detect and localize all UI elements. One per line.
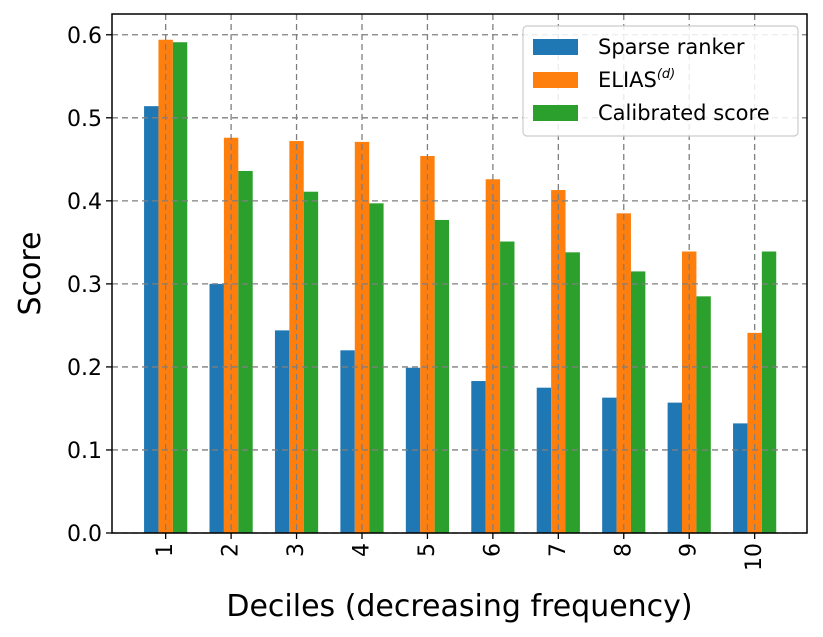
bar-sparse-ranker-7 bbox=[536, 387, 552, 533]
x-axis-label: Deciles (decreasing frequency) bbox=[226, 589, 692, 624]
y-axis: 0.0 0.1 0.2 0.3 0.4 0.5 0.6 bbox=[67, 24, 112, 547]
bar-sparse-ranker-8 bbox=[602, 397, 617, 533]
bar-elias-8 bbox=[616, 213, 631, 533]
bar-elias-10 bbox=[747, 332, 762, 533]
x-tick-label: 8 bbox=[611, 543, 636, 557]
bar-sparse-ranker-4 bbox=[340, 350, 355, 533]
legend-box bbox=[522, 25, 799, 137]
legend-label-sparse-ranker: Sparse ranker bbox=[598, 35, 745, 59]
x-tick-label: 10 bbox=[742, 543, 767, 571]
bar-calibrated-score-4 bbox=[369, 203, 384, 533]
bar-calibrated-score-3 bbox=[303, 191, 319, 533]
legend-swatch-calibrated-score bbox=[533, 105, 578, 121]
x-tick-label: 5 bbox=[415, 543, 440, 557]
bar-calibrated-score-7 bbox=[565, 252, 580, 533]
y-axis-label: Score bbox=[13, 231, 48, 315]
bar-sparse-ranker-1 bbox=[144, 106, 159, 533]
bar-sparse-ranker-10 bbox=[733, 423, 748, 533]
x-tick-label: 6 bbox=[480, 543, 505, 557]
y-tick-label: 0.2 bbox=[67, 356, 102, 381]
legend-label-calibrated-score: Calibrated score bbox=[598, 101, 770, 125]
bar-calibrated-score-1 bbox=[172, 42, 188, 533]
y-tick-label: 0.4 bbox=[67, 190, 102, 215]
x-tick-label: 7 bbox=[546, 543, 571, 557]
legend-swatch-elias bbox=[533, 72, 578, 88]
bar-calibrated-score-5 bbox=[434, 219, 450, 533]
bar-elias-7 bbox=[551, 190, 566, 533]
x-tick-label: 4 bbox=[349, 543, 374, 557]
y-tick-label: 0.6 bbox=[67, 24, 102, 49]
bar-sparse-ranker-2 bbox=[209, 283, 224, 533]
bar-sparse-ranker-3 bbox=[274, 330, 290, 533]
bar-calibrated-score-10 bbox=[761, 251, 777, 534]
y-tick-label: 0.0 bbox=[67, 522, 102, 547]
bar-calibrated-score-6 bbox=[500, 241, 515, 533]
bars bbox=[144, 39, 777, 534]
bar-calibrated-score-8 bbox=[630, 271, 646, 533]
legend-swatch-sparse-ranker bbox=[533, 39, 578, 55]
x-tick-label: 9 bbox=[677, 543, 702, 557]
bar-calibrated-score-2 bbox=[238, 170, 253, 533]
y-tick-label: 0.5 bbox=[67, 107, 102, 132]
x-tick-label: 1 bbox=[153, 543, 178, 557]
x-tick-label: 2 bbox=[219, 543, 244, 557]
bar-calibrated-score-9 bbox=[696, 296, 711, 533]
x-axis: 1 2 3 4 5 6 7 8 9 10 bbox=[153, 533, 767, 571]
bar-elias-9 bbox=[682, 251, 697, 534]
x-tick-label: 3 bbox=[284, 543, 309, 557]
bar-sparse-ranker-6 bbox=[471, 381, 486, 533]
plot-frame bbox=[111, 13, 808, 534]
y-tick-label: 0.3 bbox=[67, 273, 102, 298]
y-tick-label: 0.1 bbox=[67, 439, 102, 464]
bar-sparse-ranker-9 bbox=[667, 402, 683, 533]
